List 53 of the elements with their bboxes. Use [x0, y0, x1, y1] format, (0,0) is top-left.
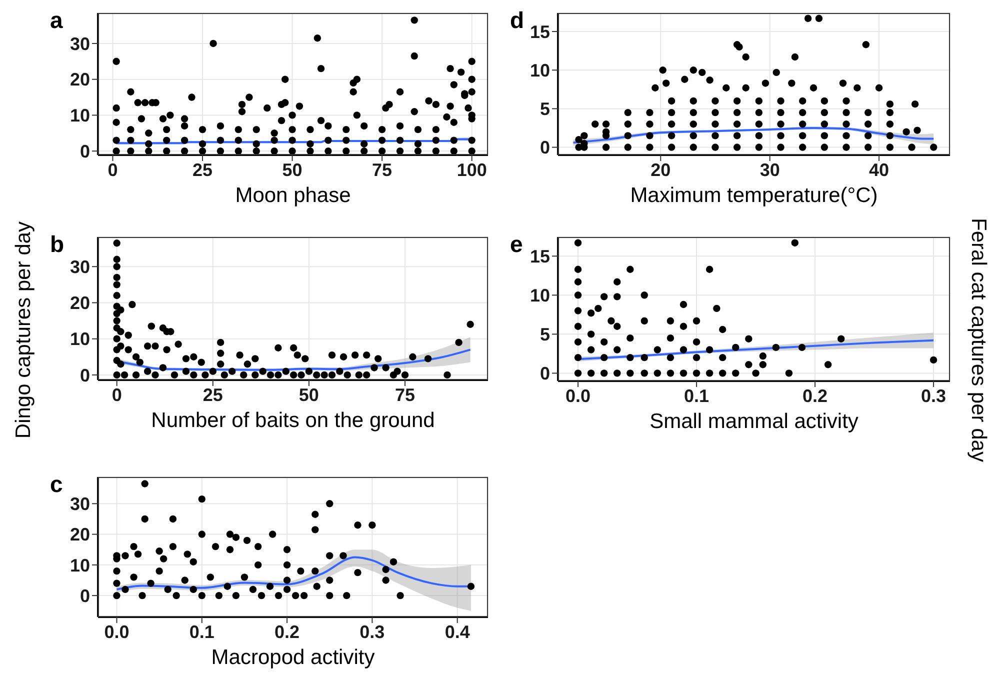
y-tick-label: 10 [70, 555, 90, 576]
x-axis-title: Small mammal activity [648, 409, 860, 435]
x-axis-title: Macropod activity [210, 645, 376, 671]
x-tick-label: 50 [282, 160, 302, 180]
chart-title: d [510, 7, 524, 33]
y-tick-label: 5 [540, 99, 550, 120]
chart-title: b [50, 231, 64, 257]
x-tick-label: 40 [869, 160, 890, 180]
y-tick-label: 10 [530, 60, 550, 80]
x-tick-label: 0.4 [444, 622, 470, 642]
y-tick-label: 15 [530, 246, 550, 267]
x-tick-label: 0 [112, 384, 122, 405]
x-tick-label: 25 [192, 160, 213, 180]
x-axis-title: Moon phase [234, 183, 352, 209]
y-tick-label: 0 [540, 364, 550, 384]
y-tick-label: 15 [530, 22, 550, 42]
x-tick-label: 0.0 [104, 622, 130, 642]
x-tick-label: 0.1 [189, 622, 214, 642]
x-tick-label: 100 [456, 160, 487, 180]
y-tick-label: 0 [80, 586, 90, 606]
x-tick-label: 0.0 [566, 386, 591, 406]
y-tick-label: 30 [70, 257, 90, 277]
y-axis-title: Dingo captures per day [11, 220, 36, 441]
y-tick-label: 0 [80, 365, 90, 386]
y-tick-label: 30 [70, 494, 90, 514]
y-tick-label: 20 [70, 524, 90, 545]
y-tick-label: 5 [540, 324, 550, 345]
y-tick-label: 0 [540, 138, 550, 158]
x-tick-label: 30 [760, 160, 780, 180]
y-tick-label: 0 [80, 141, 90, 162]
y-tick-label: 10 [70, 106, 90, 126]
x-tick-label: 50 [298, 384, 319, 405]
chart-title: e [510, 231, 523, 257]
x-tick-label: 0.3 [360, 622, 385, 642]
x-tick-label: 25 [202, 384, 223, 405]
x-tick-label: 0.3 [921, 386, 946, 406]
x-axis-title: Maximum temperature(°C) [629, 183, 879, 209]
y-axis-title: Feral cat captures per day [966, 217, 991, 464]
y-tick-label: 20 [70, 293, 90, 314]
x-axis-title: Number of baits on the ground [150, 408, 436, 434]
y-tick-label: 10 [530, 286, 550, 306]
x-tick-label: 75 [372, 160, 392, 180]
x-tick-label: 20 [650, 160, 671, 180]
x-tick-label: 0.2 [274, 622, 300, 642]
chart-title: a [50, 7, 63, 33]
x-tick-label: 0.1 [684, 386, 710, 406]
x-tick-label: 75 [394, 384, 416, 405]
x-tick-label: 0.2 [802, 386, 828, 406]
y-tick-label: 20 [70, 70, 90, 90]
y-tick-label: 30 [70, 34, 90, 54]
y-tick-label: 10 [70, 329, 90, 350]
chart-title: c [50, 471, 63, 497]
x-tick-label: 0 [108, 160, 118, 180]
